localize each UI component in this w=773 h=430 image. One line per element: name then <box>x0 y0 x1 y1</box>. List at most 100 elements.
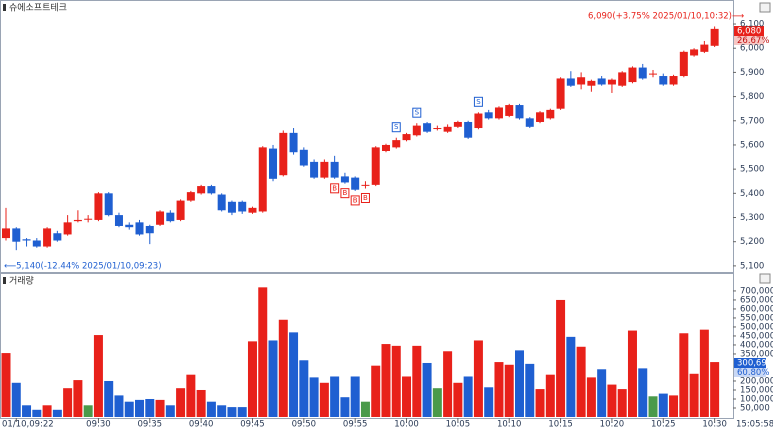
y-tick-label: 650,000 <box>740 295 773 305</box>
candle-body <box>392 140 401 148</box>
volume-bar <box>186 374 196 417</box>
volume-bar <box>22 405 32 417</box>
volume-bar <box>627 330 637 417</box>
y-tick-label: 5,600 <box>740 140 764 150</box>
panel-button[interactable] <box>759 2 771 13</box>
volume-bar <box>402 376 412 417</box>
volume-bar <box>545 374 555 417</box>
volume-bar <box>93 335 103 417</box>
signal-box <box>360 192 370 203</box>
signal-box <box>350 195 360 206</box>
y-tick-label: 50,000 <box>740 403 770 413</box>
candle-body <box>166 212 175 222</box>
candle-body <box>566 78 575 86</box>
candle-body <box>381 144 390 152</box>
candle-body <box>145 225 154 234</box>
y-tick-label: 700,000 <box>740 286 773 296</box>
x-tick-label: 09:45 <box>240 420 265 430</box>
volume-bar <box>463 376 473 417</box>
candle-body <box>320 161 329 178</box>
signal-box <box>391 122 401 133</box>
candle-body <box>186 192 195 201</box>
volume-bar <box>669 395 679 417</box>
candle-body <box>649 73 658 75</box>
candle-body <box>536 112 545 122</box>
candle-body <box>330 161 339 178</box>
volume-bar <box>52 409 62 417</box>
candle-body <box>217 194 226 211</box>
candle-body <box>587 80 596 86</box>
candle-body <box>176 200 185 220</box>
volume-bar <box>83 405 93 417</box>
x-tick-label: 10:25 <box>651 420 676 430</box>
y-tick-label: 5,500 <box>740 165 764 175</box>
high-annotation: 6,090(+3.75% 2025/01/10,10:32)⟶ <box>588 12 744 22</box>
candle-body <box>669 76 678 85</box>
candle-body <box>484 112 493 119</box>
x-tick-label: 10:05 <box>446 420 471 430</box>
candle-body <box>279 132 288 176</box>
signal-box <box>473 96 483 107</box>
candle-body <box>299 149 308 166</box>
change-label: 26.67% <box>737 36 769 46</box>
volume-bar <box>566 336 576 417</box>
candle-body <box>556 78 565 109</box>
volume-bar <box>504 364 514 417</box>
candle-body <box>361 184 370 186</box>
volume-bar <box>556 299 566 417</box>
candle-body <box>659 76 668 85</box>
x-tick-label: 10:20 <box>600 420 625 430</box>
volume-bar <box>350 376 360 417</box>
volume-bar <box>422 362 432 417</box>
candle-body <box>433 128 442 130</box>
candle-body <box>238 201 247 212</box>
candle-body <box>43 228 52 247</box>
volume-bar <box>699 329 709 417</box>
panel-button[interactable] <box>759 273 771 284</box>
volume-bar <box>381 344 391 417</box>
volume-bar <box>525 363 535 417</box>
y-tick-label: 5,700 <box>740 116 764 126</box>
volume-bar <box>11 382 21 417</box>
candle-body <box>53 233 62 241</box>
candle-body <box>453 121 462 127</box>
change-box <box>734 36 764 45</box>
volume-bar <box>268 340 278 417</box>
volume-bar <box>124 401 134 417</box>
volume-bar <box>391 345 401 417</box>
volume-title: 거래량 <box>9 275 34 287</box>
candle-body <box>679 51 688 77</box>
y-tick-label: 5,900 <box>740 68 764 78</box>
volume-bar <box>484 387 494 417</box>
volume-bar <box>196 389 206 417</box>
candle-body <box>63 222 72 235</box>
signal-label: S <box>415 109 420 117</box>
volume-bar <box>473 340 483 417</box>
volume-bar <box>340 397 350 417</box>
volume-bar <box>515 350 524 417</box>
volume-bar <box>135 399 145 417</box>
volume-bar <box>689 373 699 417</box>
volume-bar <box>258 287 268 417</box>
candle-body <box>258 147 267 212</box>
volume-bar <box>453 382 463 417</box>
candle-body <box>32 240 41 247</box>
candle-body <box>104 193 113 216</box>
y-tick-label: 5,800 <box>740 92 764 102</box>
y-tick-label: 200,000 <box>740 376 773 386</box>
x-tick-label: 09:50 <box>292 420 317 430</box>
volume-bar <box>330 376 340 417</box>
last-price: 6,080 <box>737 27 761 37</box>
low-annotation: ⟵5,140(-12.44% 2025/01/10,09:23) <box>4 262 162 272</box>
volume-bar <box>155 399 165 417</box>
last-volume: 300,696 <box>737 359 772 369</box>
signal-label: S <box>476 98 481 106</box>
y-tick-label: 500,000 <box>740 322 773 332</box>
volume-bar <box>576 346 586 417</box>
candle-body <box>710 28 719 46</box>
y-tick-label: 100,000 <box>740 394 773 404</box>
last-price-box <box>734 26 764 36</box>
signal-label: B <box>353 196 358 204</box>
x-tick-label: 09:35 <box>138 420 163 430</box>
